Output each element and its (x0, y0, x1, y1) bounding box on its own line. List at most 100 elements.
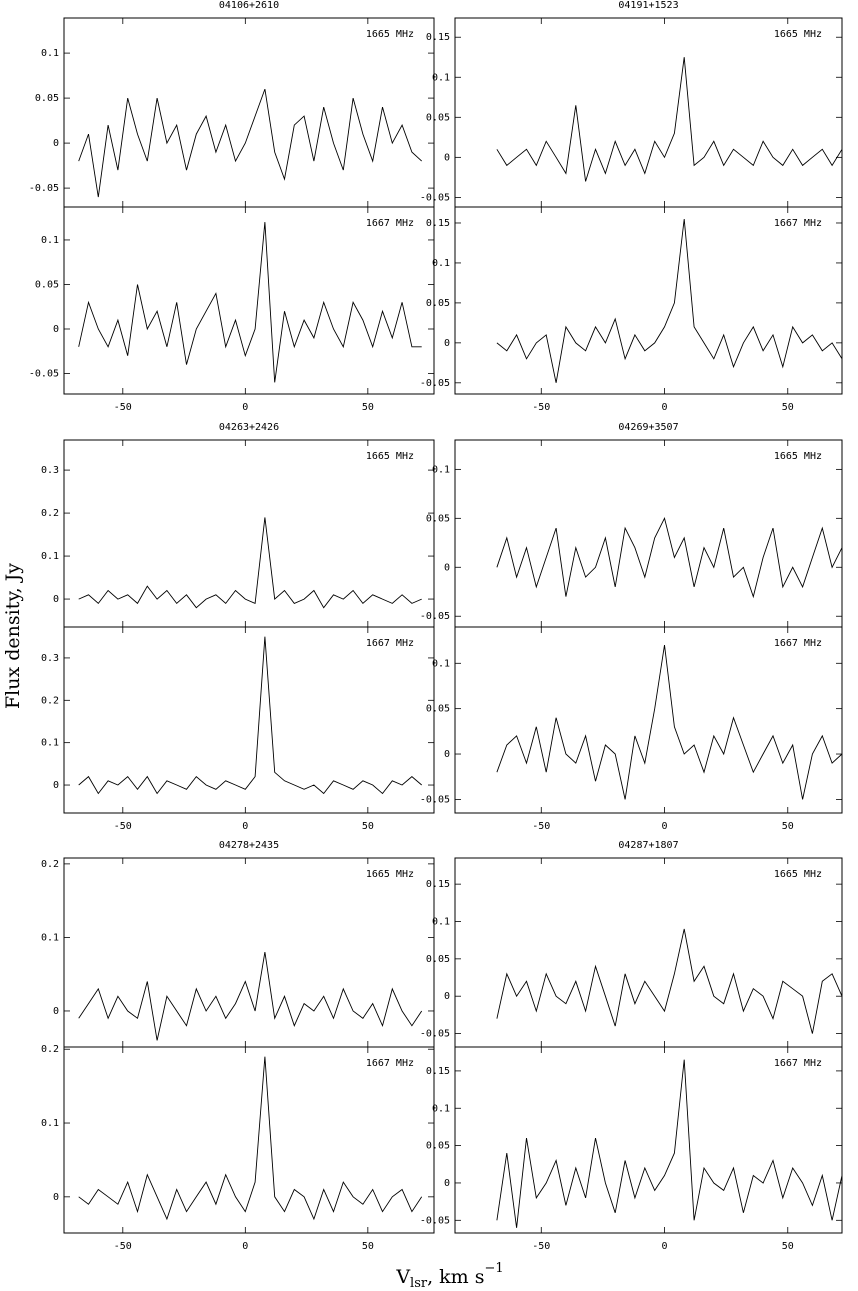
y-tick-label: 0.3 (41, 653, 59, 664)
y-tick-label: 0.1 (432, 464, 450, 475)
panel-frame (63, 206, 435, 395)
panel-frame (454, 1046, 843, 1234)
y-tick-label: 0 (444, 1178, 450, 1189)
y-tick-label: 0.15 (426, 218, 450, 229)
x-title-main: V (395, 1266, 410, 1288)
panel-title: 04278+2435 (219, 840, 279, 851)
line-label: 1665 MHz (366, 451, 414, 462)
y-tick-label: 0.2 (41, 695, 59, 706)
y-tick-label: -0.05 (420, 611, 450, 622)
spectrum-line (496, 218, 843, 383)
panel-frame (454, 626, 843, 814)
x-tick-label: 0 (662, 402, 668, 413)
y-tick-label: 0.05 (426, 298, 450, 309)
y-tick-label: 0.05 (426, 1141, 450, 1152)
x-title-rest: , km s (427, 1266, 484, 1288)
y-tick-label: 0.05 (35, 93, 59, 104)
spectrum-line (78, 222, 422, 383)
panel-frame (454, 439, 843, 628)
y-tick-label: 0.15 (426, 1066, 450, 1077)
x-tick-label: 0 (662, 1241, 668, 1252)
line-label: 1667 MHz (366, 1058, 414, 1069)
y-tick-label: 0.05 (35, 279, 59, 290)
y-tick-label: 0 (53, 780, 59, 791)
y-tick-label: 0.05 (426, 513, 450, 524)
y-tick-label: 0.1 (432, 658, 450, 669)
y-tick-label: -0.05 (420, 1029, 450, 1040)
y-tick-label: -0.05 (29, 369, 59, 380)
y-tick-label: 0 (444, 749, 450, 760)
spectrum-line (78, 517, 422, 609)
y-tick-label: 0 (444, 152, 450, 163)
panel-frame (454, 17, 843, 208)
y-tick-label: 0.1 (41, 48, 59, 59)
spectrum-line (78, 952, 423, 1041)
line-label: 1667 MHz (366, 218, 414, 229)
x-tick-label: -50 (532, 1241, 550, 1252)
y-tick-label: 0 (53, 138, 59, 149)
x-title-sup: −1 (485, 1261, 504, 1276)
panel-title: 04191+1523 (618, 0, 678, 11)
line-label: 1667 MHz (774, 218, 822, 229)
line-label: 1667 MHz (774, 1058, 822, 1069)
spectrum-line (496, 1059, 843, 1228)
x-tick-label: 0 (242, 1241, 248, 1252)
panel-frame (63, 626, 435, 814)
y-tick-label: 0.3 (41, 465, 59, 476)
x-axis-title: Vlsr, km s−1 (395, 1261, 503, 1291)
y-tick-label: 0.05 (426, 954, 450, 965)
x-tick-label: 0 (242, 821, 248, 832)
y-tick-label: 0.1 (41, 235, 59, 246)
panel-frame (454, 206, 843, 395)
y-tick-label: 0.05 (426, 704, 450, 715)
spectrum-line (78, 88, 423, 198)
spectrum-line (78, 636, 422, 795)
y-tick-label: 0 (53, 594, 59, 605)
line-label: 1665 MHz (774, 869, 822, 880)
panel-title: 04106+2610 (219, 0, 279, 11)
panel-frame (63, 1046, 435, 1234)
panel-frame (63, 439, 435, 628)
line-label: 1667 MHz (774, 638, 822, 649)
x-tick-label: -50 (114, 821, 132, 832)
y-tick-label: -0.05 (420, 794, 450, 805)
x-tick-label: -50 (114, 1241, 132, 1252)
y-tick-label: 0.1 (41, 738, 59, 749)
x-tick-label: -50 (532, 821, 550, 832)
y-tick-label: 0.15 (426, 879, 450, 890)
x-tick-label: -50 (532, 402, 550, 413)
y-tick-label: 0.2 (41, 1044, 59, 1055)
y-tick-label: 0.1 (432, 258, 450, 269)
y-tick-label: 0.2 (41, 508, 59, 519)
y-tick-label: 0.05 (426, 112, 450, 123)
line-label: 1667 MHz (366, 638, 414, 649)
x-tick-label: 50 (362, 1241, 374, 1252)
y-tick-label: 0.1 (432, 1103, 450, 1114)
y-tick-label: 0.1 (432, 72, 450, 83)
y-tick-label: 0 (53, 1006, 59, 1017)
x-tick-label: 50 (362, 821, 374, 832)
x-tick-label: 0 (662, 821, 668, 832)
y-tick-label: -0.05 (29, 183, 59, 194)
line-label: 1665 MHz (366, 869, 414, 880)
y-tick-label: -0.05 (420, 378, 450, 389)
y-tick-label: 0 (444, 562, 450, 573)
y-tick-label: 0 (53, 324, 59, 335)
spectrum-line (496, 928, 843, 1034)
panel-title: 04287+1807 (618, 840, 678, 851)
panel-title: 04263+2426 (219, 422, 279, 433)
y-tick-label: -0.05 (420, 192, 450, 203)
line-label: 1665 MHz (774, 29, 822, 40)
panel-frame (63, 17, 435, 208)
x-tick-label: 50 (782, 402, 794, 413)
y-tick-label: 0 (53, 1192, 59, 1203)
y-tick-label: 0 (444, 991, 450, 1002)
y-tick-label: 0.1 (432, 916, 450, 927)
y-tick-label: 0.1 (41, 1118, 59, 1129)
x-tick-label: 50 (362, 402, 374, 413)
y-tick-label: -0.05 (420, 1215, 450, 1226)
y-tick-label: 0 (444, 338, 450, 349)
y-tick-label: 0.1 (41, 551, 59, 562)
x-tick-label: 0 (242, 402, 248, 413)
